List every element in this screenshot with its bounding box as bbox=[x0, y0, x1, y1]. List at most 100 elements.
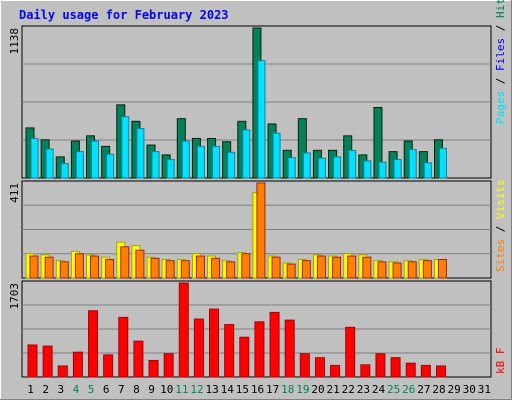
x-tick-label: 19 bbox=[296, 383, 309, 396]
bar-sites bbox=[392, 262, 402, 279]
x-tick-label: 16 bbox=[251, 383, 264, 396]
bar-pages bbox=[287, 157, 296, 179]
legend-item: Pages bbox=[494, 91, 507, 124]
bar-kb-f bbox=[390, 357, 401, 378]
panel-visits-sites: 411 bbox=[8, 180, 492, 279]
bar-pages bbox=[30, 137, 39, 179]
x-tick-label: 5 bbox=[88, 383, 95, 396]
legend-item: Hits bbox=[494, 0, 507, 18]
bar-pages bbox=[333, 156, 342, 179]
bar-pages bbox=[136, 128, 145, 179]
x-tick-label: 14 bbox=[221, 383, 235, 396]
bar-sites bbox=[332, 256, 342, 279]
x-tick-label: 27 bbox=[417, 383, 430, 396]
legends: Pages / Files / Hits Sites / Visits kB F bbox=[494, 0, 507, 374]
y-max-label: 1138 bbox=[8, 28, 21, 55]
bar-sites bbox=[74, 253, 84, 279]
legend-visits-sites: Sites / Visits bbox=[494, 179, 507, 272]
bar-kb-f bbox=[254, 321, 265, 378]
bar-sites bbox=[362, 256, 372, 279]
bar-pages bbox=[302, 152, 311, 179]
bar-pages bbox=[181, 140, 190, 179]
x-tick-label: 11 bbox=[175, 383, 188, 396]
x-tick-label: 20 bbox=[311, 383, 324, 396]
x-tick-label: 8 bbox=[133, 383, 140, 396]
bar-kb-f bbox=[88, 310, 99, 378]
bar-sites bbox=[241, 253, 251, 279]
x-tick-label: 29 bbox=[448, 383, 461, 396]
bar-pages bbox=[106, 153, 115, 179]
panel-kbytes: 1703 bbox=[8, 280, 492, 378]
bar-kb-f bbox=[224, 324, 235, 378]
x-tick-label: 1 bbox=[27, 383, 34, 396]
bar-sites bbox=[211, 257, 221, 279]
bar-kb-f bbox=[314, 357, 325, 378]
x-tick-label: 22 bbox=[342, 383, 355, 396]
bar-kb-f bbox=[269, 311, 280, 378]
bar-pages bbox=[212, 145, 221, 179]
bar-sites bbox=[226, 261, 236, 279]
x-tick-label: 18 bbox=[281, 383, 294, 396]
x-tick-label: 17 bbox=[266, 383, 279, 396]
bar-sites bbox=[150, 257, 160, 279]
bar-kb-f bbox=[57, 365, 68, 378]
legend-separator: / bbox=[494, 219, 507, 239]
bar-pages bbox=[317, 157, 326, 179]
bar-pages bbox=[363, 160, 372, 179]
x-tick-label: 24 bbox=[372, 383, 386, 396]
y-max-label: 411 bbox=[8, 183, 21, 203]
legend-separator: / bbox=[494, 71, 507, 91]
bar-hits bbox=[373, 106, 383, 179]
bar-kb-f bbox=[375, 353, 386, 378]
bar-pages bbox=[272, 132, 281, 179]
bar-sites bbox=[195, 255, 205, 279]
bar-kb-f bbox=[27, 344, 38, 378]
x-tick-label: 21 bbox=[327, 383, 340, 396]
x-tick-label: 23 bbox=[357, 383, 370, 396]
legend-kbytes: kB F bbox=[494, 348, 507, 375]
bar-kb-f bbox=[284, 319, 295, 378]
x-tick-label: 7 bbox=[118, 383, 125, 396]
bar-sites bbox=[271, 256, 281, 279]
x-tick-label: 2 bbox=[42, 383, 49, 396]
bar-sites bbox=[437, 259, 447, 279]
bar-pages bbox=[227, 151, 236, 179]
bar-kb-f bbox=[435, 365, 446, 378]
bar-sites bbox=[407, 261, 417, 279]
x-tick-label: 15 bbox=[236, 383, 249, 396]
bar-pages bbox=[121, 116, 130, 179]
bar-sites bbox=[44, 256, 54, 279]
bar-pages bbox=[438, 147, 447, 179]
x-tick-label: 25 bbox=[387, 383, 400, 396]
x-tick-label: 26 bbox=[402, 383, 415, 396]
x-tick-label: 12 bbox=[190, 383, 203, 396]
bar-kb-f bbox=[163, 353, 174, 378]
bar-kb-f bbox=[345, 326, 356, 378]
legend-item: Files bbox=[494, 38, 507, 71]
bar-pages bbox=[60, 163, 69, 179]
x-tick-label: 6 bbox=[103, 383, 110, 396]
chart-title: Daily usage for February 2023 bbox=[19, 8, 229, 22]
bar-kb-f bbox=[118, 316, 129, 378]
bar-kb-f bbox=[360, 364, 371, 378]
bar-kb-f bbox=[72, 351, 83, 378]
x-tick-label: 3 bbox=[58, 383, 65, 396]
legend-hits-files-pages: Pages / Files / Hits bbox=[494, 0, 507, 124]
bar-pages bbox=[166, 159, 175, 179]
bar-hits bbox=[297, 118, 307, 179]
legend-item: Sites bbox=[494, 239, 507, 272]
bar-sites bbox=[256, 182, 266, 279]
legend-item: Visits bbox=[494, 179, 507, 219]
bar-kb-f bbox=[178, 282, 189, 378]
x-tick-label: 28 bbox=[432, 383, 445, 396]
bar-pages bbox=[45, 148, 54, 179]
bar-kb-f bbox=[209, 308, 220, 378]
bar-sites bbox=[165, 260, 175, 279]
bar-pages bbox=[196, 145, 205, 179]
legend-separator: / bbox=[494, 18, 507, 38]
bar-pages bbox=[393, 159, 402, 179]
bar-pages bbox=[242, 129, 251, 179]
x-tick-label: 31 bbox=[478, 383, 491, 396]
bar-sites bbox=[59, 261, 69, 279]
